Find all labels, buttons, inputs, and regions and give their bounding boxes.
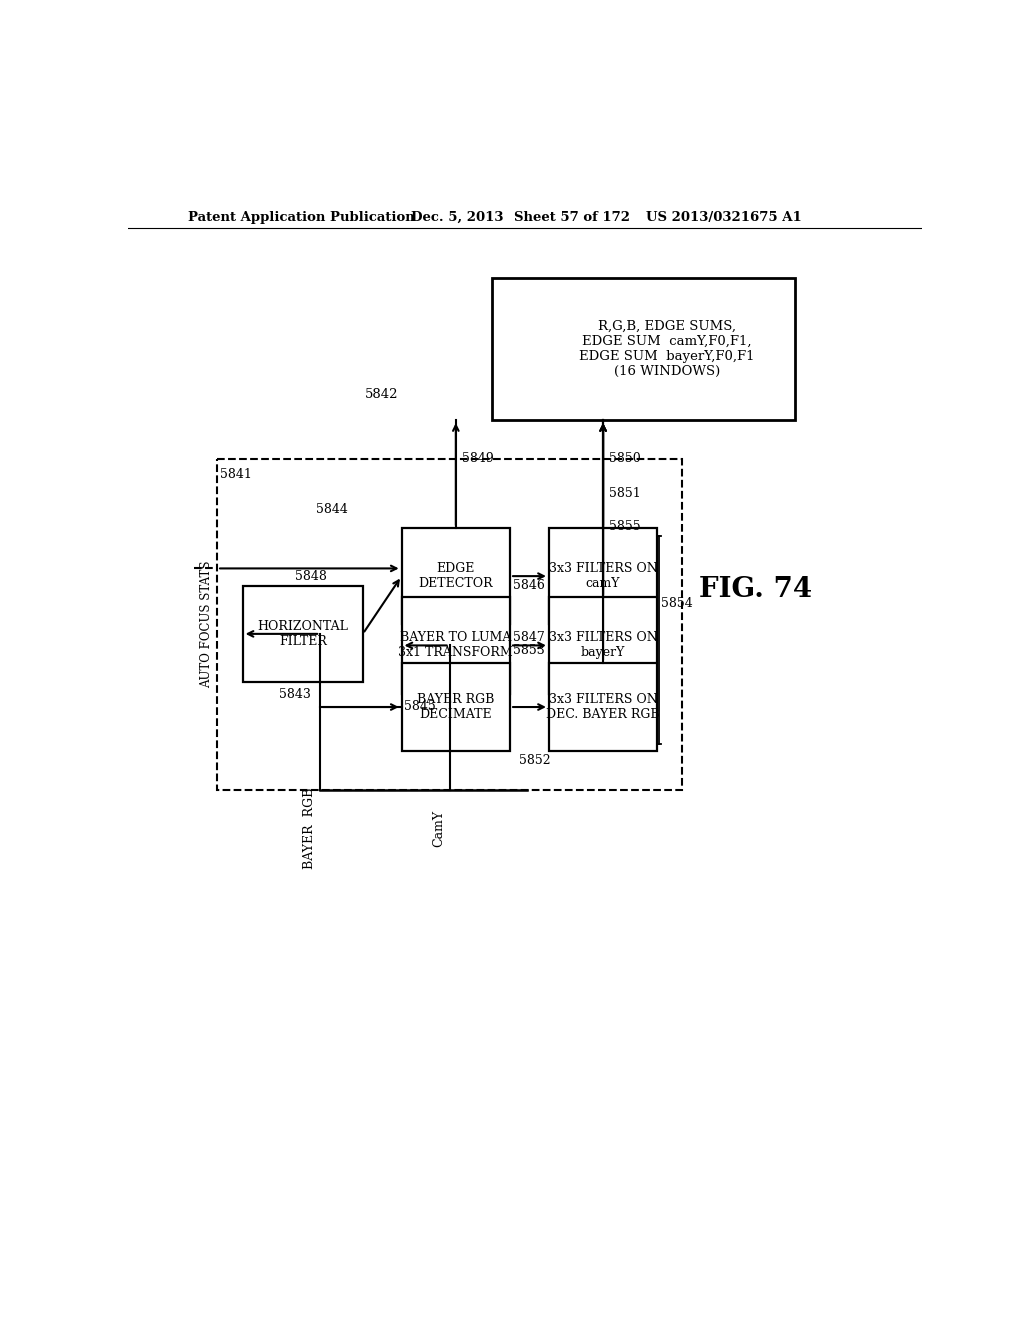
Text: 5843: 5843 xyxy=(279,688,310,701)
Bar xyxy=(401,663,510,751)
Bar xyxy=(549,663,657,751)
Text: 5844: 5844 xyxy=(315,503,347,516)
Text: 5845: 5845 xyxy=(403,701,435,714)
Text: US 2013/0321675 A1: US 2013/0321675 A1 xyxy=(646,211,802,224)
Text: 5841: 5841 xyxy=(220,469,252,480)
Text: Dec. 5, 2013: Dec. 5, 2013 xyxy=(411,211,504,224)
Text: 5846: 5846 xyxy=(513,579,545,591)
Bar xyxy=(243,586,362,682)
Text: AUTO FOCUS STATS: AUTO FOCUS STATS xyxy=(200,561,213,688)
Text: 5855: 5855 xyxy=(609,520,641,532)
Text: 5851: 5851 xyxy=(609,487,641,500)
Text: FIG. 74: FIG. 74 xyxy=(699,576,812,603)
Text: 5850: 5850 xyxy=(609,453,641,465)
Text: 5842: 5842 xyxy=(366,388,398,401)
Text: BAYER TO LUMA
3x1 TRANSFORM: BAYER TO LUMA 3x1 TRANSFORM xyxy=(398,631,513,660)
Text: HORIZONTAL
FILTER: HORIZONTAL FILTER xyxy=(257,620,348,648)
Text: 5854: 5854 xyxy=(662,597,693,610)
Text: EDGE
DETECTOR: EDGE DETECTOR xyxy=(419,562,494,590)
Text: Patent Application Publication: Patent Application Publication xyxy=(188,211,415,224)
Text: 3x3 FILTERS ON
bayerY: 3x3 FILTERS ON bayerY xyxy=(549,631,657,660)
Text: 3x3 FILTERS ON
DEC. BAYER RGB: 3x3 FILTERS ON DEC. BAYER RGB xyxy=(546,693,659,721)
Text: 5853: 5853 xyxy=(513,644,545,657)
Bar xyxy=(401,528,510,624)
Bar xyxy=(401,597,510,693)
Text: R,G,B, EDGE SUMS,
EDGE SUM  camY,F0,F1,
EDGE SUM  bayerY,F0,F1
(16 WINDOWS): R,G,B, EDGE SUMS, EDGE SUM camY,F0,F1, E… xyxy=(579,319,755,378)
Text: 5847: 5847 xyxy=(513,631,545,644)
Text: BAYER RGB
DECIMATE: BAYER RGB DECIMATE xyxy=(417,693,495,721)
Text: CamY: CamY xyxy=(432,809,445,847)
Bar xyxy=(217,459,682,789)
Bar xyxy=(549,597,657,693)
Bar xyxy=(493,277,795,420)
Text: 5852: 5852 xyxy=(519,755,551,767)
Text: 3x3 FILTERS ON
camY: 3x3 FILTERS ON camY xyxy=(549,562,657,590)
Text: Sheet 57 of 172: Sheet 57 of 172 xyxy=(514,211,630,224)
Text: 5849: 5849 xyxy=(462,453,494,465)
Text: BAYER  RGB: BAYER RGB xyxy=(302,788,315,869)
Bar xyxy=(549,528,657,624)
Text: 5848: 5848 xyxy=(295,570,327,583)
